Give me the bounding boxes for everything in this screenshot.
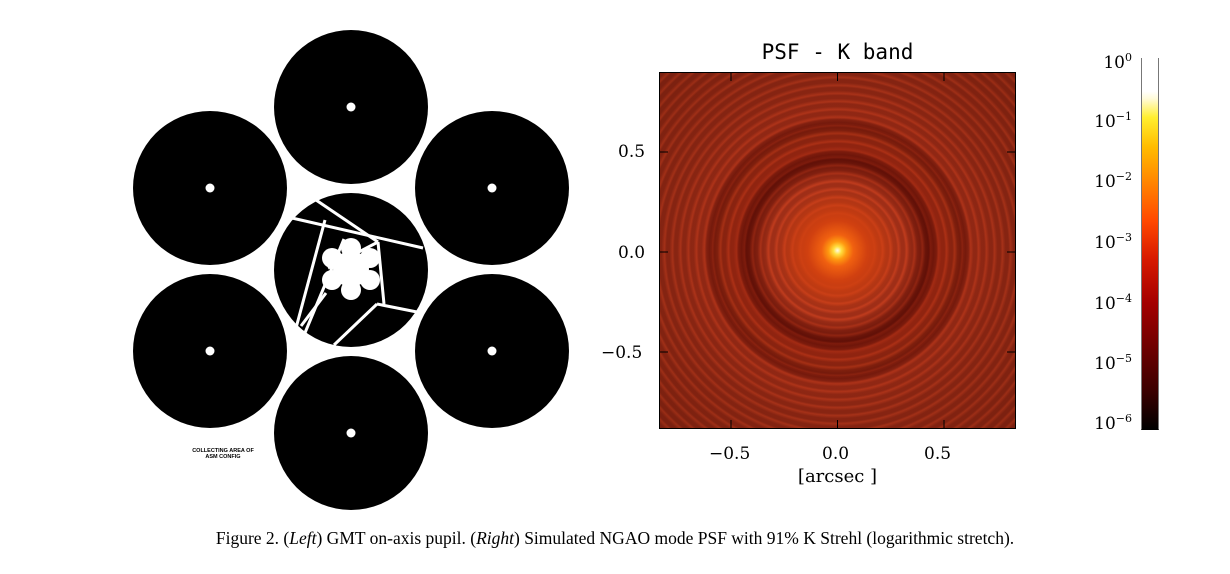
x-tick-label: −0.5	[709, 444, 751, 464]
colorbar-tick-label: 10−4	[1094, 292, 1132, 314]
psf-plot	[659, 72, 1016, 429]
central-segment	[274, 193, 428, 347]
x-tick-label: 0.5	[924, 444, 952, 464]
y-tick-label: −0.5	[601, 343, 643, 363]
colorbar-tick-label: 10−2	[1094, 170, 1132, 192]
colorbar-tick-label: 10−3	[1094, 231, 1132, 253]
gmt-pupil-diagram	[133, 30, 569, 510]
colorbar-tick-label: 10−1	[1094, 110, 1132, 132]
colorbar	[1141, 58, 1159, 430]
colorbar-tick-label: 10−5	[1094, 352, 1132, 374]
x-tick-label: 0.0	[822, 444, 850, 464]
y-tick-label: 0.0	[618, 243, 646, 263]
figure-caption: Figure 2. (Left) GMT on-axis pupil. (Rig…	[215, 528, 1015, 548]
y-tick-label: 0.5	[618, 142, 646, 162]
psf-title: PSF - K band	[761, 40, 914, 64]
pupil-label-line1: COLLECTING AREA OF	[192, 448, 254, 454]
central-obscuration	[322, 238, 380, 300]
x-axis-label: [arcsec ]	[797, 466, 878, 487]
pupil-label-line2: ASM CONFIG	[205, 454, 241, 460]
colorbar-tick-label: 10−6	[1094, 412, 1132, 434]
colorbar-tick-label: 100	[1103, 51, 1132, 73]
pupil-label: COLLECTING AREA OF ASM CONFIG	[168, 448, 278, 460]
segment-holes	[205, 102, 497, 438]
psf-image	[659, 72, 1016, 429]
psf-axes	[659, 72, 1016, 429]
